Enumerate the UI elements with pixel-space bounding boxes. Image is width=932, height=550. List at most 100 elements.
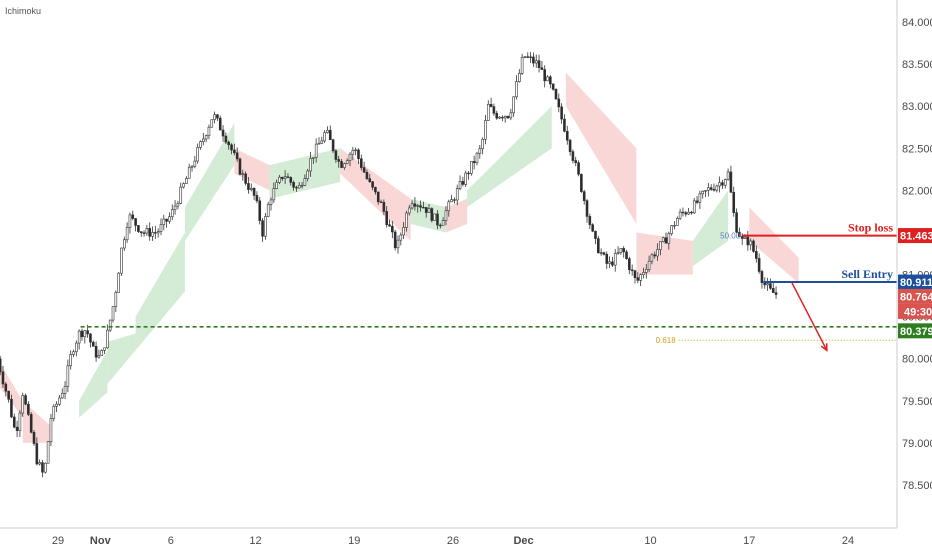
candle-body bbox=[740, 236, 744, 239]
candle-body bbox=[769, 283, 772, 289]
candle-body bbox=[450, 199, 453, 203]
candle bbox=[52, 404, 56, 422]
candle-body bbox=[701, 190, 704, 195]
candle bbox=[616, 246, 620, 255]
candle bbox=[676, 216, 679, 226]
candle bbox=[179, 182, 183, 205]
candle bbox=[1, 365, 5, 388]
candle-body bbox=[667, 233, 671, 244]
candle-body bbox=[506, 115, 510, 119]
candle-body bbox=[204, 135, 208, 140]
candle-body bbox=[546, 76, 549, 82]
time-tick: 17 bbox=[743, 535, 755, 547]
candle-body bbox=[4, 383, 8, 392]
candle bbox=[684, 210, 688, 217]
candle bbox=[529, 52, 532, 63]
cloud-segment-14 bbox=[692, 190, 729, 267]
candle bbox=[467, 170, 470, 180]
candle bbox=[295, 185, 298, 192]
candle-body bbox=[29, 414, 33, 433]
candle bbox=[433, 213, 436, 221]
candle bbox=[224, 132, 228, 144]
candle bbox=[534, 54, 538, 68]
candle-body bbox=[738, 231, 741, 237]
candle-body bbox=[608, 261, 611, 264]
candle bbox=[162, 214, 166, 231]
candle bbox=[709, 184, 713, 191]
candle bbox=[447, 199, 451, 217]
candle bbox=[142, 230, 146, 237]
candle-body bbox=[75, 342, 78, 353]
candle bbox=[410, 200, 414, 210]
candle bbox=[580, 173, 583, 193]
cloud-segment-6 bbox=[234, 148, 270, 191]
candle-body bbox=[427, 208, 431, 213]
candle-body bbox=[120, 247, 123, 274]
candle bbox=[568, 138, 572, 156]
candle bbox=[729, 165, 733, 193]
candle bbox=[633, 269, 637, 284]
candle-body bbox=[597, 238, 600, 254]
candle-body bbox=[410, 203, 414, 209]
candle bbox=[630, 264, 634, 276]
candle-body bbox=[97, 355, 101, 358]
candle bbox=[455, 184, 459, 206]
candle bbox=[594, 230, 597, 245]
candle-body bbox=[137, 225, 140, 232]
candle-body bbox=[24, 395, 27, 405]
candle bbox=[554, 88, 558, 100]
candle bbox=[249, 183, 253, 192]
candle bbox=[667, 231, 671, 250]
candle bbox=[506, 115, 510, 119]
forecast-arrow-shaft bbox=[790, 281, 828, 351]
candle-body bbox=[416, 205, 420, 207]
price-tick: 78.500 bbox=[902, 480, 932, 492]
candle bbox=[235, 147, 239, 162]
candle bbox=[376, 191, 380, 205]
candle-body bbox=[503, 115, 507, 119]
candle-body bbox=[117, 272, 120, 293]
candle bbox=[523, 56, 527, 59]
candle bbox=[653, 251, 657, 259]
candle-body bbox=[537, 60, 541, 68]
candle bbox=[357, 148, 360, 164]
candle-body bbox=[613, 253, 617, 266]
candle-body bbox=[190, 165, 194, 168]
candle bbox=[216, 113, 219, 121]
candle bbox=[185, 176, 188, 184]
candle bbox=[168, 212, 171, 224]
candle-body bbox=[726, 171, 730, 180]
candle bbox=[472, 155, 476, 170]
candle-body bbox=[467, 172, 470, 175]
candle-body bbox=[266, 204, 270, 217]
candle-body bbox=[444, 210, 448, 221]
candle-body bbox=[44, 462, 47, 473]
candle bbox=[371, 180, 374, 191]
candle-body bbox=[588, 216, 592, 225]
candle bbox=[35, 437, 39, 466]
candle bbox=[464, 170, 467, 187]
candle bbox=[266, 201, 270, 218]
candle bbox=[247, 177, 250, 194]
candle-body bbox=[0, 358, 2, 373]
candle bbox=[264, 212, 267, 240]
candle bbox=[137, 224, 140, 233]
candle bbox=[193, 156, 197, 169]
candle-body bbox=[532, 56, 535, 64]
candle-body bbox=[306, 170, 309, 179]
candle bbox=[692, 197, 696, 215]
candle-body bbox=[763, 282, 767, 286]
candle bbox=[131, 210, 135, 221]
candle-body bbox=[334, 150, 338, 160]
candle bbox=[300, 182, 304, 189]
candle-body bbox=[515, 81, 518, 98]
candle bbox=[687, 208, 690, 216]
candle-body bbox=[295, 186, 298, 189]
candle bbox=[269, 197, 273, 211]
candle-body bbox=[176, 203, 180, 207]
candle bbox=[292, 180, 295, 191]
candle bbox=[611, 256, 614, 267]
candle-body bbox=[709, 187, 713, 190]
